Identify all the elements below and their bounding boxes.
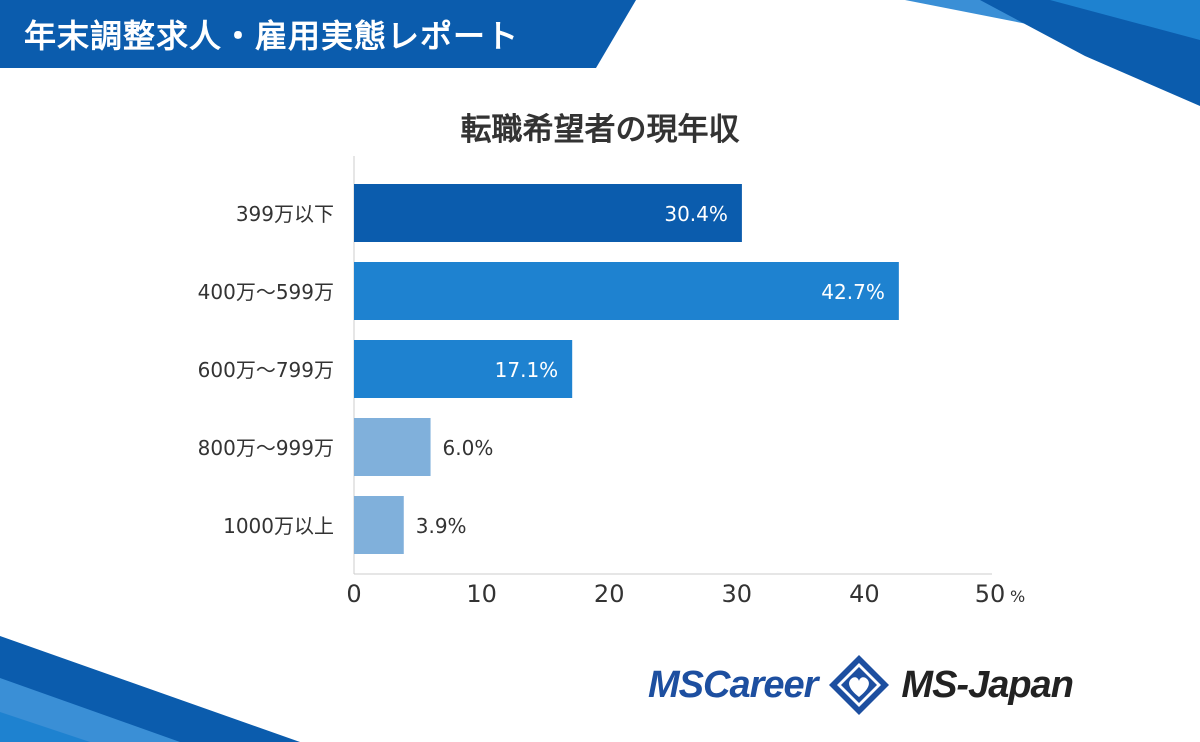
msjapan-logo: MS-Japan (901, 663, 1073, 706)
x-unit-label: % (1010, 587, 1025, 606)
bar (354, 184, 742, 242)
chart-title: 転職希望者の現年収 (460, 112, 740, 148)
bar (354, 262, 899, 320)
x-tick-label: 30 (722, 580, 753, 608)
header-banner (0, 0, 636, 68)
top-right-stripe-mid (1050, 0, 1200, 40)
bottom-left-stripe-mid (0, 712, 90, 742)
footer-logos: MSCareer MS-Japan (648, 652, 1074, 718)
category-label: 800万～999万 (198, 436, 334, 460)
category-label: 600万～799万 (198, 358, 334, 382)
category-label: 1000万以上 (223, 514, 334, 538)
mscareer-logo: MSCareer (648, 663, 818, 706)
bar (354, 340, 573, 398)
value-label: 6.0% (443, 436, 494, 460)
bar (354, 496, 404, 554)
top-right-stripe-dark (980, 0, 1200, 106)
value-label: 30.4% (664, 202, 728, 226)
value-label: 42.7% (821, 280, 885, 304)
x-tick-label: 50 (975, 580, 1006, 608)
x-tick-label: 10 (466, 580, 497, 608)
value-label: 17.1% (495, 358, 559, 382)
bar (354, 418, 431, 476)
category-label: 400万～599万 (198, 280, 334, 304)
x-tick-label: 0 (346, 580, 361, 608)
diamond-heart-logo-icon (829, 655, 890, 715)
category-label: 399万以下 (236, 202, 334, 226)
value-label: 3.9% (416, 514, 467, 538)
x-tick-label: 20 (594, 580, 625, 608)
x-tick-label: 40 (849, 580, 880, 608)
report-title: 年末調整求人・雇用実態レポート (24, 17, 520, 55)
bottom-left-stripe-light (0, 678, 180, 742)
